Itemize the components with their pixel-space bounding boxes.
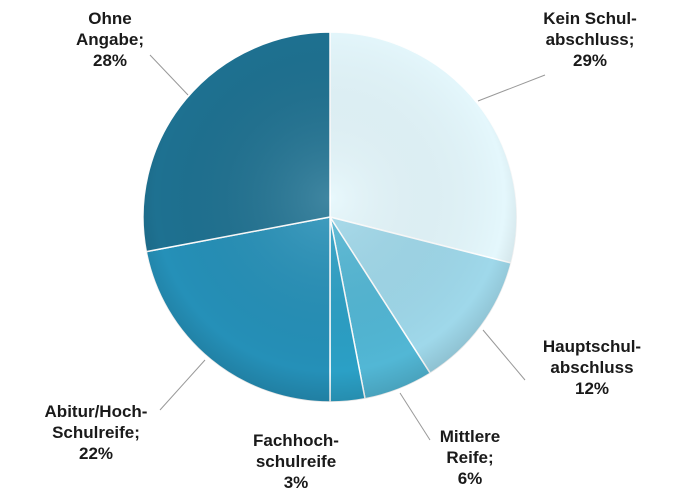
label-line: 29%: [573, 51, 607, 70]
label-line: abschluss: [550, 358, 633, 377]
label-line: 22%: [79, 444, 113, 463]
pie-slice: [142, 31, 331, 253]
label-line: schulreife: [256, 452, 336, 471]
leader-line: [482, 329, 526, 381]
label-line: Angabe;: [76, 30, 144, 49]
label-line: Kein Schul-: [543, 9, 637, 28]
leader-line: [149, 54, 189, 96]
data-label: Fachhoch-schulreife 3%: [253, 431, 339, 492]
data-label: Ohne Angabe; 28%: [76, 9, 144, 70]
label-line: Mittlere: [440, 427, 500, 446]
label-line: Ohne: [88, 9, 131, 28]
label-line: Hauptschul-: [543, 337, 641, 356]
data-label: Mittlere Reife; 6%: [440, 427, 500, 488]
label-line: 28%: [93, 51, 127, 70]
label-line: Abitur/Hoch-: [45, 402, 148, 421]
data-label: Hauptschul-abschluss 12%: [543, 337, 641, 398]
data-label: Kein Schul-abschluss; 29%: [543, 9, 637, 70]
data-label: Abitur/Hoch- Schulreife; 22%: [45, 402, 148, 463]
leader-line: [399, 392, 431, 441]
label-line: abschluss;: [546, 30, 635, 49]
label-line: 3%: [284, 473, 309, 492]
leader-line: [477, 74, 546, 102]
label-line: Fachhoch-: [253, 431, 339, 450]
label-line: Schulreife;: [52, 423, 140, 442]
label-line: 12%: [575, 379, 609, 398]
leader-line: [159, 359, 206, 411]
label-line: 6%: [458, 469, 483, 488]
label-line: Reife;: [446, 448, 493, 467]
